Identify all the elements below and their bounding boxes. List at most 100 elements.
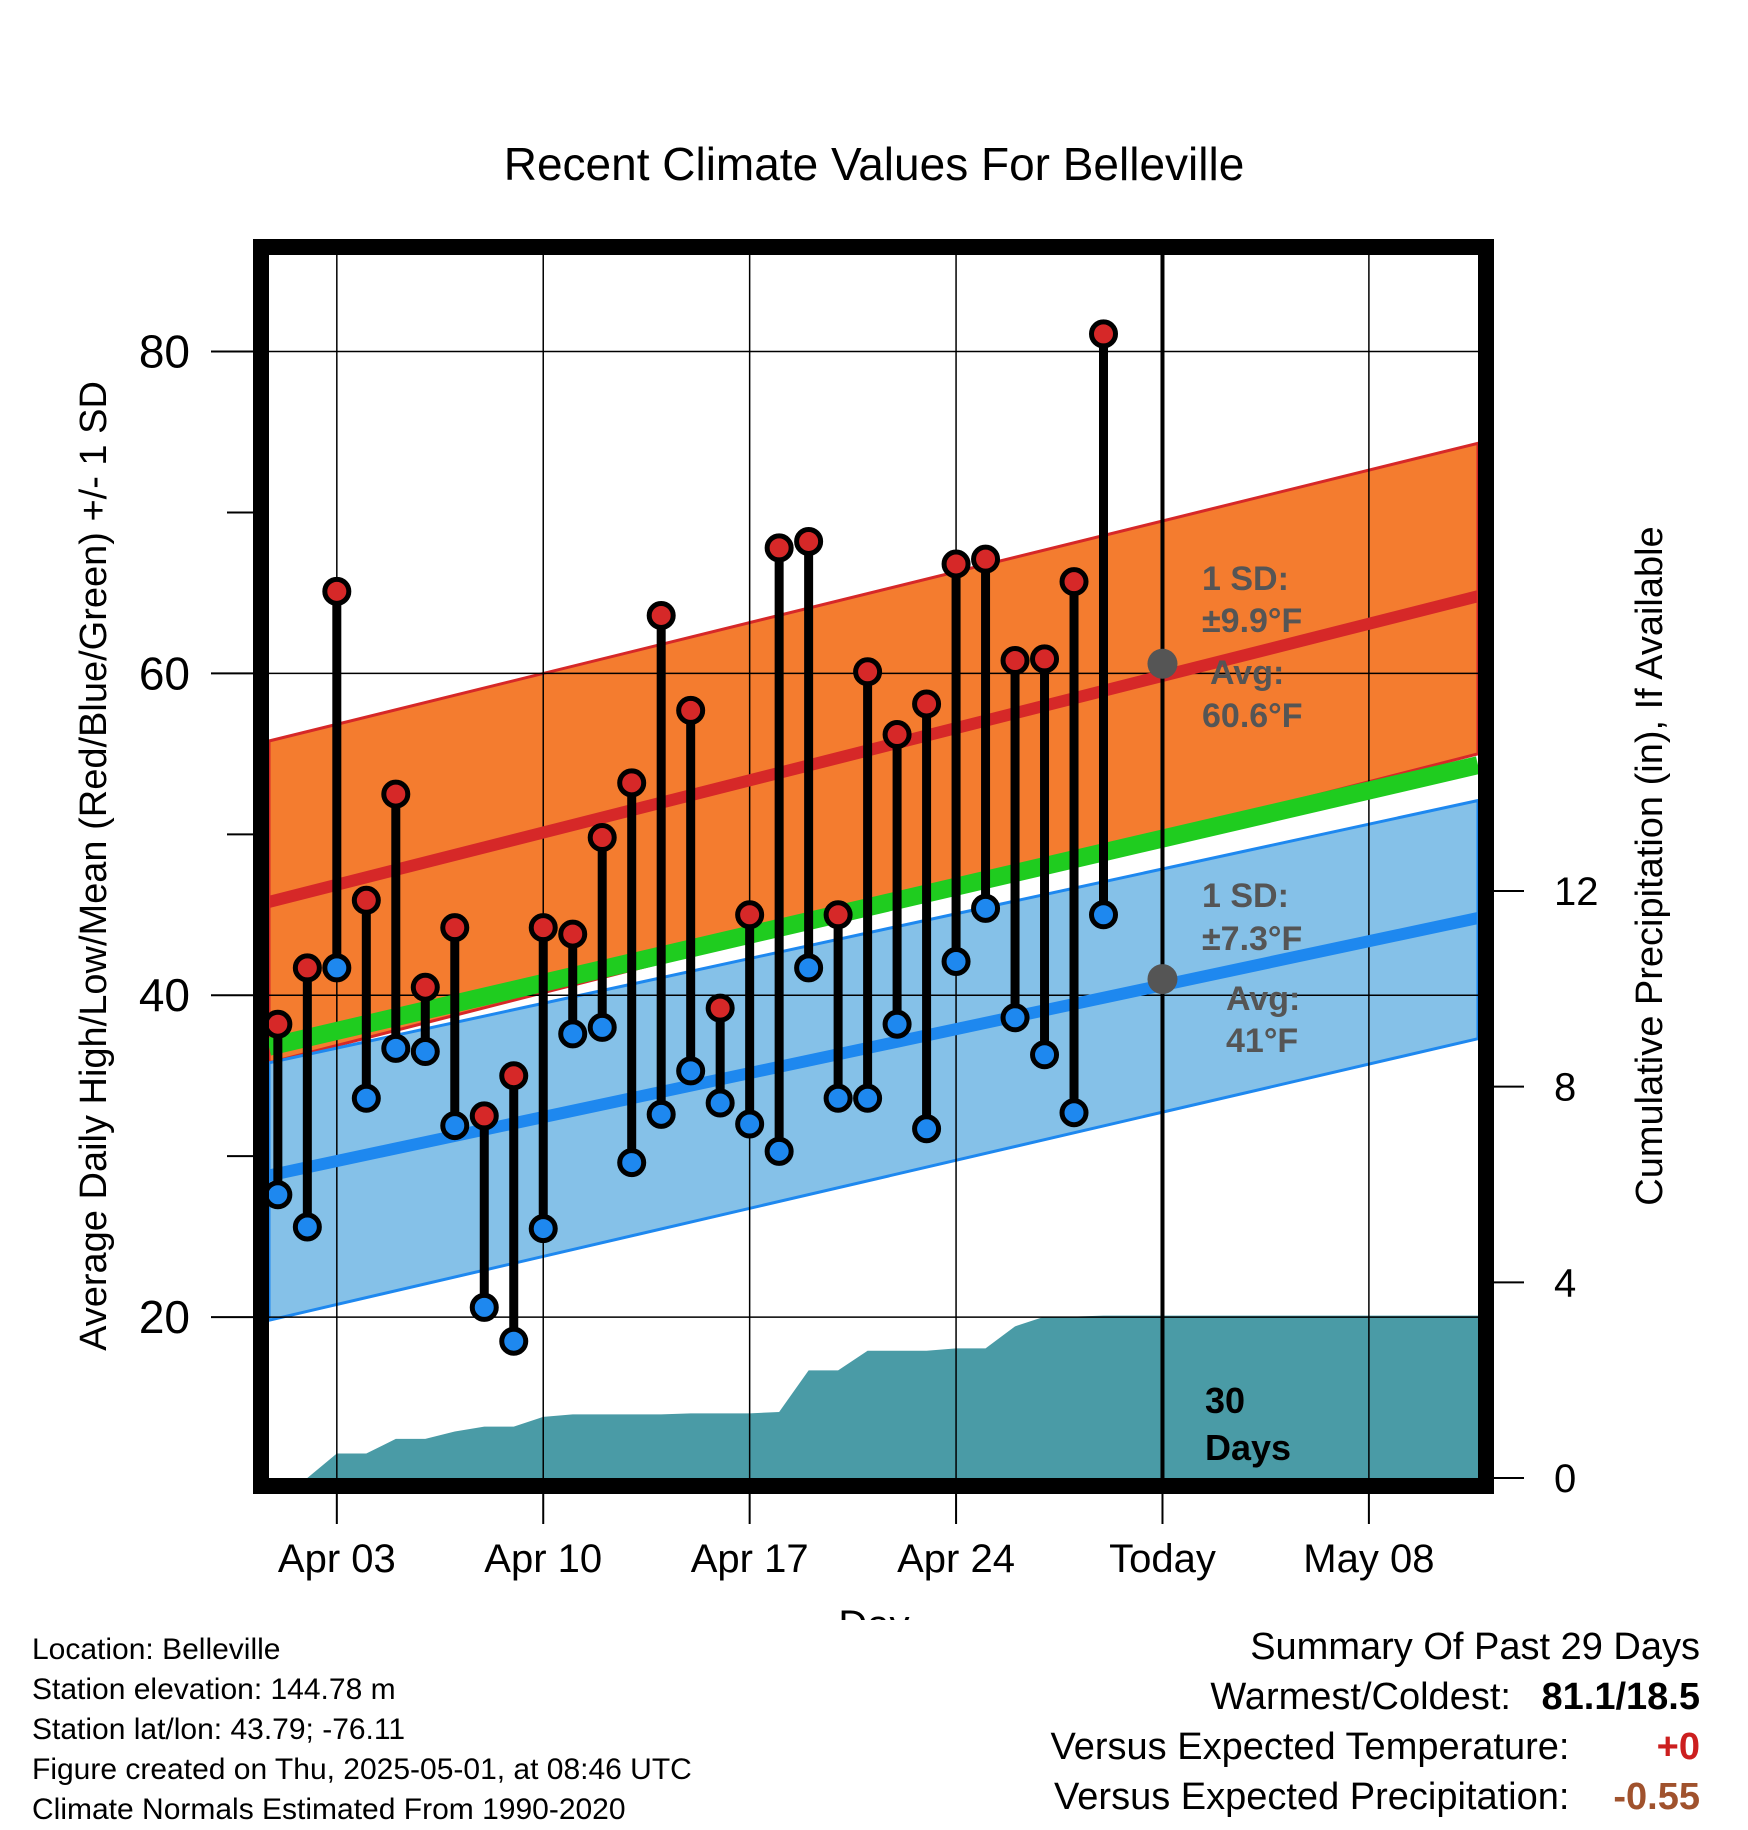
high-point	[971, 544, 1001, 574]
plot-frame	[253, 239, 1494, 1494]
high-avg-marker	[1147, 648, 1178, 679]
days-word-label: Days	[1205, 1427, 1291, 1468]
low-avg-label: Avg:	[1226, 980, 1300, 1018]
y-right-tick-label: 4	[1554, 1261, 1576, 1305]
low-point	[587, 1012, 617, 1042]
y-right-tick-label: 0	[1554, 1457, 1576, 1501]
low-point	[499, 1326, 529, 1356]
high-point	[1000, 646, 1030, 676]
chart-title: Recent Climate Values For Belleville	[504, 138, 1245, 190]
axes: 20 40 60 80 0 4 8 12 Apr 03 Apr 10 Apr 17 Apr 24 Tod…	[139, 326, 1599, 1581]
x-tick-label: Apr 03	[278, 1537, 396, 1581]
avg-annotations: 1 SD: ±9.9°F Avg: 60.6°F 1 SD: ±7.3°F Av…	[1147, 560, 1303, 1468]
high-avg-value: 60.6°F	[1202, 697, 1303, 735]
high-normal-line	[267, 590, 1480, 908]
low-point	[971, 893, 1001, 923]
low-point	[1059, 1098, 1089, 1128]
low-point	[528, 1214, 558, 1244]
high-point	[617, 768, 647, 798]
summary-title: Summary Of Past 29 Days	[1250, 1626, 1700, 1668]
high-point	[558, 919, 588, 949]
high-point	[587, 823, 617, 853]
low-sd-label: 1 SD:	[1202, 877, 1289, 915]
low-point	[705, 1088, 735, 1118]
high-point	[882, 720, 912, 750]
high-point	[410, 972, 440, 1002]
x-tick-label: Apr 10	[484, 1537, 602, 1581]
warmest-coldest-row: Warmest/Coldest: 81.1/18.5	[1051, 1672, 1700, 1722]
high-point	[263, 1009, 293, 1039]
low-point	[292, 1212, 322, 1242]
low-point	[263, 1180, 293, 1210]
low-point	[351, 1083, 381, 1113]
y-left-axis-label: Average Daily High/Low/Mean (Red/Blue/Gr…	[73, 381, 115, 1351]
precip-vs-expected-row: Versus Expected Precipitation: -0.55	[1051, 1772, 1700, 1822]
low-point	[1089, 900, 1119, 930]
low-avg-value: 41°F	[1226, 1022, 1298, 1060]
y-left-tick-label: 20	[139, 1291, 190, 1343]
normals-text: Climate Normals Estimated From 1990-2020	[32, 1793, 626, 1826]
high-point	[292, 953, 322, 983]
y-right-axis-label: Cumulative Precipitation (in), If Availa…	[1629, 526, 1671, 1205]
high-point	[853, 657, 883, 687]
warmest-coldest-label: Warmest/Coldest:	[1210, 1676, 1511, 1718]
climate-chart: Recent Climate Values For Belleville 1 S…	[73, 138, 1671, 1620]
high-point	[528, 913, 558, 943]
y-left-tick-label: 60	[139, 647, 190, 699]
high-point	[440, 913, 470, 943]
warmest-coldest-value: 81.1/18.5	[1541, 1676, 1700, 1718]
low-point	[676, 1056, 706, 1086]
high-point	[499, 1061, 529, 1091]
low-point	[853, 1083, 883, 1113]
low-point	[823, 1083, 853, 1113]
y-left-tick-label: 80	[139, 326, 190, 378]
x-tick-label: Apr 17	[691, 1537, 809, 1581]
low-point	[1000, 1003, 1030, 1033]
high-point	[646, 600, 676, 630]
low-point	[941, 946, 971, 976]
low-point	[381, 1033, 411, 1063]
temp-vs-expected-row: Versus Expected Temperature: +0	[1051, 1722, 1700, 1772]
high-point	[676, 695, 706, 725]
x-tick-label: Today	[1109, 1537, 1216, 1581]
low-point	[558, 1019, 588, 1049]
high-point	[1030, 644, 1060, 674]
high-point	[322, 576, 352, 606]
temp-vs-expected-label: Versus Expected Temperature:	[1050, 1726, 1570, 1768]
low-point	[469, 1292, 499, 1322]
high-point	[705, 993, 735, 1023]
x-tick-label: Apr 24	[897, 1537, 1015, 1581]
low-point	[646, 1099, 676, 1129]
created-text: Figure created on Thu, 2025-05-01, at 08…	[32, 1753, 692, 1786]
high-point	[912, 689, 942, 719]
latlon-text: Station lat/lon: 43.79; -76.11	[32, 1713, 406, 1746]
high-point	[351, 885, 381, 915]
normal-lines	[266, 590, 1481, 1182]
elevation-text: Station elevation: 144.78 m	[32, 1673, 396, 1706]
x-tick-label: May 08	[1303, 1537, 1434, 1581]
low-point	[322, 953, 352, 983]
y-left-tick-label: 40	[139, 969, 190, 1021]
precip-vs-expected-value: -0.55	[1613, 1776, 1700, 1818]
high-point	[941, 549, 971, 579]
high-point	[735, 900, 765, 930]
low-point	[912, 1114, 942, 1144]
low-point	[764, 1136, 794, 1166]
days-count-label: 30	[1205, 1380, 1245, 1421]
low-point	[410, 1037, 440, 1067]
mean-normal-line	[266, 756, 1481, 1056]
low-avg-marker	[1147, 964, 1178, 995]
high-point	[469, 1101, 499, 1131]
high-point	[764, 533, 794, 563]
high-point	[381, 779, 411, 809]
low-point	[440, 1111, 470, 1141]
x-axis-label: Day	[838, 1603, 909, 1620]
y-right-tick-label: 12	[1554, 870, 1599, 914]
low-point	[1030, 1040, 1060, 1070]
low-point	[882, 1009, 912, 1039]
high-point	[823, 900, 853, 930]
high-point	[1059, 567, 1089, 597]
low-point	[617, 1148, 647, 1178]
station-info: Location: Belleville Station elevation: …	[32, 1630, 692, 1830]
precipitation-area	[277, 1315, 1479, 1478]
